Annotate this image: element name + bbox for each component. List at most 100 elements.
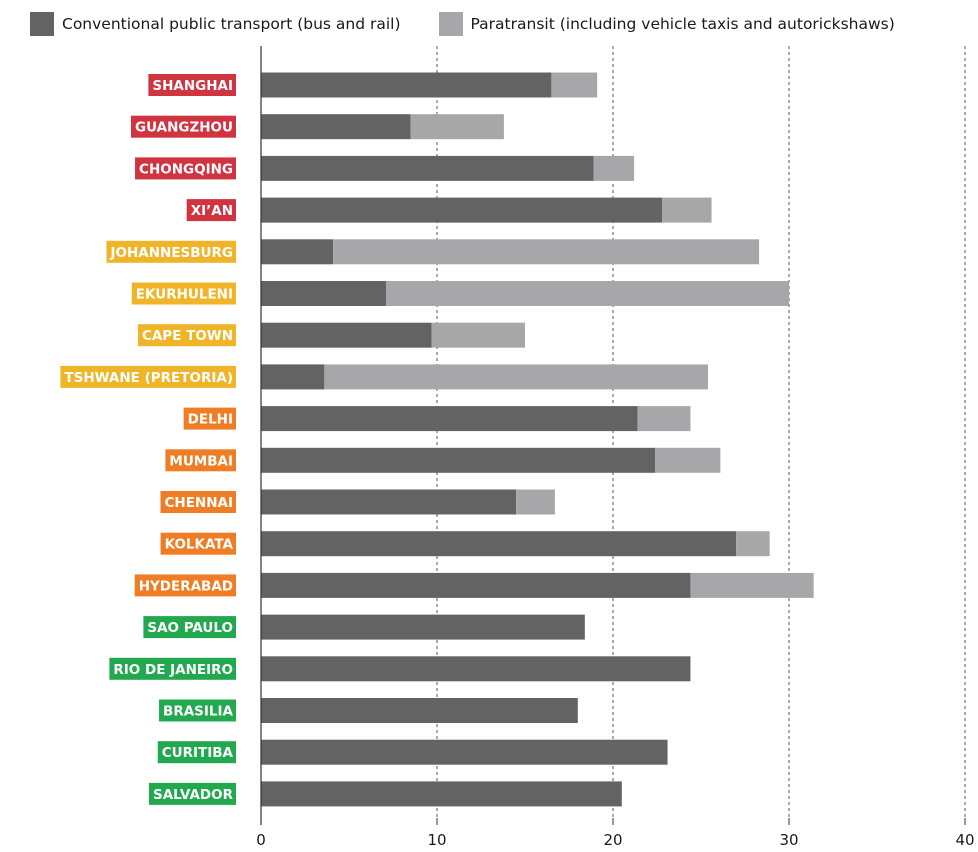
category-label-text: HYDERABAD [139,578,233,594]
bar-paratransit [662,197,712,223]
x-axis: 0 10 20 30 40 [256,46,975,849]
bar-conventional [261,72,552,98]
category-label-text: SAO PAULO [147,620,233,636]
bar-conventional [261,281,386,306]
bar-conventional [261,406,638,432]
bar-paratransit [516,489,555,515]
legend-label-conventional: Conventional public transport (bus and r… [62,15,401,33]
bar-conventional [261,656,691,682]
bar-paratransit [324,364,709,390]
category-label-background [186,199,236,222]
category-label: BRASILIA [159,699,236,722]
category-label-background [159,699,236,722]
category-label-background [160,491,236,513]
x-tick-label: 20 [603,831,622,849]
category-label: CHONGQING [135,157,236,180]
category-label-text: BRASILIA [163,704,234,720]
category-label: CAPE TOWN [137,324,236,347]
category-label-text: GUANGZHOU [135,120,233,136]
category-label-text: CHENNAI [165,495,234,511]
bar-conventional [261,739,668,765]
category-label: CURITIBA [157,741,236,764]
category-label-background [160,532,236,555]
legend-swatch-paratransit [438,12,463,36]
bar-paratransit [551,72,598,98]
category-label-text: SALVADOR [153,787,234,803]
bar-paratransit [655,447,721,473]
category-label: TSHWANE (PRETORIA) [60,365,236,388]
x-tick-label: 40 [955,831,974,849]
category-label-background [131,282,236,305]
category-label-text: CURITIBA [162,745,234,761]
bar-conventional [261,447,656,473]
category-label-background [135,157,236,180]
category-label-background [60,365,236,388]
category-label-text: DELHI [188,412,233,428]
bar-conventional [261,489,517,515]
category-label-text: JOHANNESBURG [109,245,233,261]
category-label-background [165,449,236,472]
category-label: GUANGZHOU [131,115,236,138]
category-label-background [131,115,236,138]
bar-conventional [261,239,334,265]
category-label-text: MUMBAI [169,453,233,469]
x-tick-label: 0 [256,831,266,849]
bars-layer [261,72,814,807]
category-label-text: XI’AN [191,203,233,219]
category-label-background [148,74,236,96]
x-tick-label: 30 [779,831,798,849]
x-tick-label: 10 [427,831,446,849]
category-label-text: CAPE TOWN [142,328,233,344]
bar-paratransit [333,239,760,265]
category-label-text: SHANGHAI [152,78,233,94]
category-label-background [149,782,236,805]
bar-paratransit [690,572,814,598]
bar-conventional [261,197,663,223]
bar-conventional [261,364,325,390]
bar-conventional [261,572,691,598]
category-label: SALVADOR [149,782,236,805]
category-label-text: TSHWANE (PRETORIA) [64,370,233,386]
category-labels: SHANGHAI GUANGZHOU CHONGQING XI’AN JOHANNESB… [60,74,236,805]
category-label: DELHI [183,407,236,430]
category-label-background [109,657,236,680]
bar-paratransit [410,114,504,140]
category-label: SAO PAULO [143,616,236,639]
bar-paratransit [385,281,789,306]
category-label-background [106,240,236,263]
category-label-text: EKURHULENI [136,287,233,303]
category-label-background [143,616,236,639]
bar-conventional [261,781,622,807]
bar-conventional [261,531,737,557]
category-label: EKURHULENI [131,282,236,305]
category-label: KOLKATA [160,532,236,555]
category-label: CHENNAI [160,491,236,513]
category-label-background [157,741,236,764]
category-label: JOHANNESBURG [106,240,236,263]
bar-paratransit [637,406,691,432]
legend-label-paratransit: Paratransit (including vehicle taxis and… [470,15,895,33]
grid-layer [436,46,966,818]
category-label: RIO DE JANEIRO [109,657,236,680]
category-label-background [137,324,236,347]
bar-paratransit [593,155,635,181]
category-label-text: RIO DE JANEIRO [113,662,233,678]
chart-legend: Conventional public transport (bus and r… [30,12,895,36]
category-label-text: CHONGQING [139,161,233,177]
category-label-text: KOLKATA [165,537,234,553]
legend-item-paratransit: Paratransit (including vehicle taxis and… [438,12,895,36]
legend-swatch-conventional [30,12,54,36]
bar-paratransit [431,322,525,348]
category-label: XI’AN [186,199,236,222]
bar-conventional [261,155,594,181]
category-label: SHANGHAI [148,74,236,96]
category-label-background [134,574,236,597]
category-label: MUMBAI [165,449,236,472]
bar-conventional [261,322,432,348]
legend-item-conventional: Conventional public transport (bus and r… [30,12,401,36]
category-label: HYDERABAD [134,574,236,597]
bar-conventional [261,698,578,723]
bar-conventional [261,614,585,640]
category-label-background [183,407,236,430]
